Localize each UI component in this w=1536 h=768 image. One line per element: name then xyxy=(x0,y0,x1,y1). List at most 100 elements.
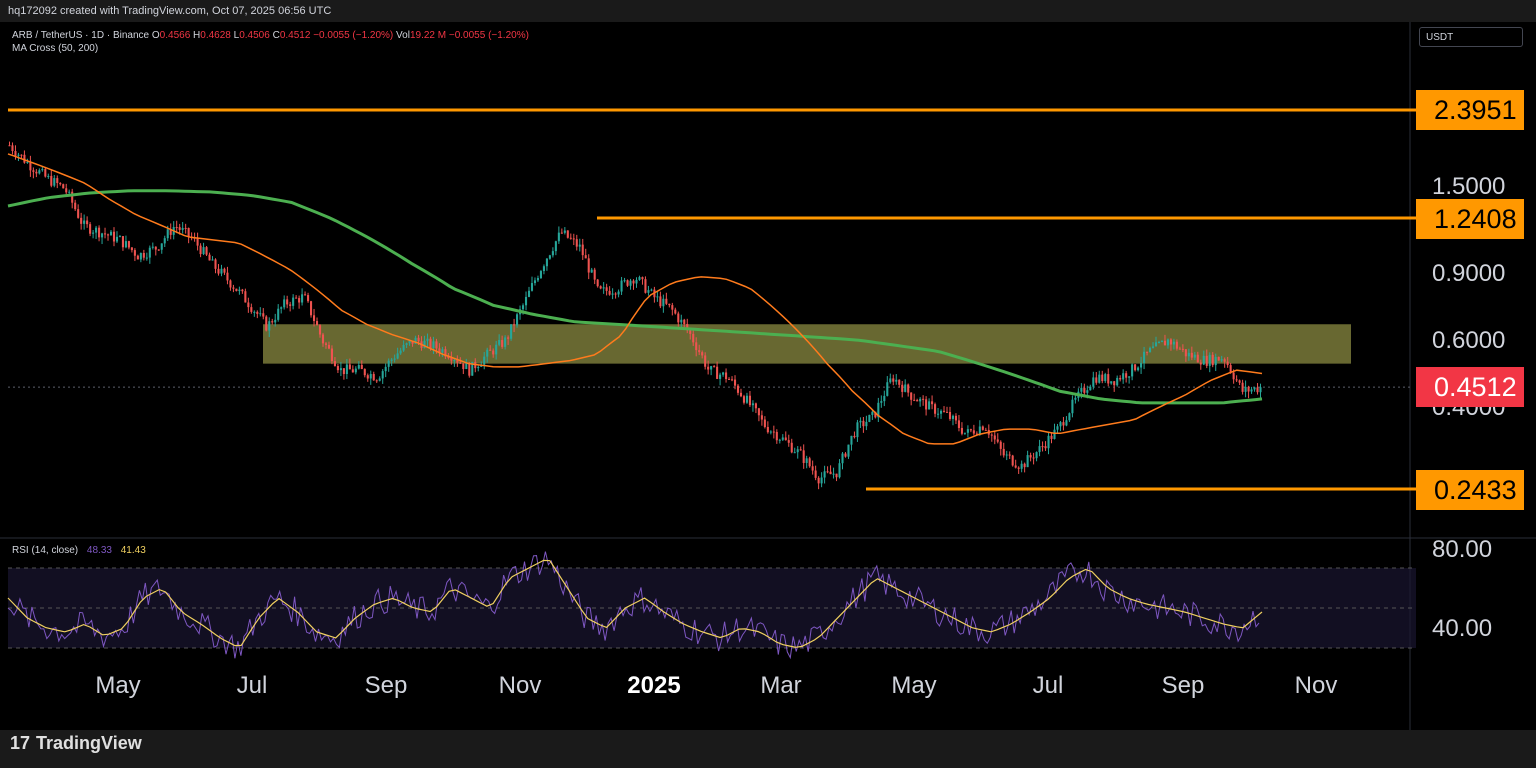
candle-body xyxy=(769,431,772,433)
candle-body xyxy=(784,437,787,441)
candle-body xyxy=(1089,386,1092,391)
candle-body xyxy=(614,293,617,295)
candle-body xyxy=(674,309,677,314)
candle-body xyxy=(95,227,98,233)
candle-body xyxy=(77,209,80,218)
candle-body xyxy=(871,411,874,415)
candle-body xyxy=(211,259,214,261)
candle-body xyxy=(859,420,862,423)
candle-body xyxy=(312,315,316,322)
candle-body xyxy=(605,287,608,291)
candle-body xyxy=(253,311,256,313)
brand-name: TradingView xyxy=(36,733,142,753)
candle-body xyxy=(360,365,363,370)
currency-button[interactable]: USDT xyxy=(1419,27,1523,47)
candle-body xyxy=(975,433,978,435)
candle-body xyxy=(560,232,563,234)
candle-body xyxy=(271,321,274,323)
candle-body xyxy=(465,363,468,370)
candle-body xyxy=(644,279,647,293)
candle-body xyxy=(832,473,835,475)
candle-body xyxy=(1172,341,1175,345)
candle-body xyxy=(103,233,107,235)
candle-body xyxy=(775,431,778,441)
candle-body xyxy=(1163,340,1167,346)
candle-body xyxy=(510,324,513,339)
candle-body xyxy=(1166,339,1169,346)
candle-body xyxy=(626,280,629,286)
candle-body xyxy=(796,449,799,453)
candle-body xyxy=(692,333,695,343)
candle-body xyxy=(375,380,378,382)
candle-body xyxy=(250,307,253,312)
candle-body xyxy=(934,404,937,414)
candle-body xyxy=(778,439,781,441)
candle-body xyxy=(1175,341,1178,349)
tradingview-logo[interactable]: 17 TradingView xyxy=(10,733,142,754)
candle-body xyxy=(486,349,489,357)
candle-body xyxy=(1038,446,1041,453)
rsi-legend-label[interactable]: RSI (14, close) xyxy=(12,545,79,556)
candle-body xyxy=(781,437,784,440)
candle-body xyxy=(883,395,886,402)
candle-body xyxy=(471,361,474,376)
candle-body xyxy=(1116,377,1119,386)
candle-body xyxy=(1205,355,1208,366)
candle-body xyxy=(214,259,217,269)
candle-body xyxy=(542,266,545,272)
legend-vol-label: Vol xyxy=(396,30,410,41)
candle-body xyxy=(106,234,110,236)
candle-body xyxy=(411,340,414,344)
legend-indicator[interactable]: MA Cross (50, 200) xyxy=(12,43,99,54)
candle-body xyxy=(632,280,635,284)
candle-body xyxy=(742,396,746,403)
candle-body xyxy=(695,342,698,351)
candle-body xyxy=(169,229,172,235)
candle-body xyxy=(763,419,766,427)
candle-body xyxy=(1113,381,1116,386)
candle-body xyxy=(145,257,148,259)
candle-body xyxy=(265,316,268,331)
candle-body xyxy=(8,145,11,147)
candle-body xyxy=(545,258,548,267)
candle-body xyxy=(1065,420,1068,426)
candle-body xyxy=(1002,448,1005,456)
candle-body xyxy=(1101,374,1104,382)
rsi-tick-label: 40.00 xyxy=(1432,615,1493,642)
x-tick-label: Mar xyxy=(760,672,802,699)
candle-body xyxy=(235,288,238,292)
candle-body xyxy=(1047,435,1050,449)
candle-body xyxy=(47,175,50,177)
candle-body xyxy=(1026,455,1029,468)
candle-body xyxy=(844,453,847,457)
candle-body xyxy=(336,366,339,371)
candle-body xyxy=(647,290,650,293)
candle-body xyxy=(1238,380,1241,383)
candle-body xyxy=(1053,429,1056,439)
candle-body xyxy=(910,392,913,400)
candle-body xyxy=(760,415,763,420)
candle-body xyxy=(563,230,566,233)
candle-body xyxy=(1098,374,1101,383)
candle-body xyxy=(736,385,740,393)
candle-body xyxy=(441,349,444,353)
legend-symbol[interactable]: ARB / TetherUS · 1D · Binance xyxy=(12,30,150,41)
candle-body xyxy=(889,378,892,383)
candle-body xyxy=(50,175,53,186)
candle-body xyxy=(1107,374,1110,384)
candle-body xyxy=(1253,387,1256,390)
candle-body xyxy=(124,241,127,248)
candle-body xyxy=(1256,387,1259,393)
candle-body xyxy=(978,426,981,434)
candle-body xyxy=(310,301,313,316)
candle-body xyxy=(357,365,360,369)
candle-body xyxy=(868,414,871,422)
candle-body xyxy=(307,295,310,302)
candle-body xyxy=(417,337,420,342)
candle-body xyxy=(98,227,101,238)
candle-body xyxy=(372,374,375,381)
candle-body xyxy=(1044,446,1047,449)
candle-body xyxy=(575,239,578,247)
candle-body xyxy=(581,244,584,256)
